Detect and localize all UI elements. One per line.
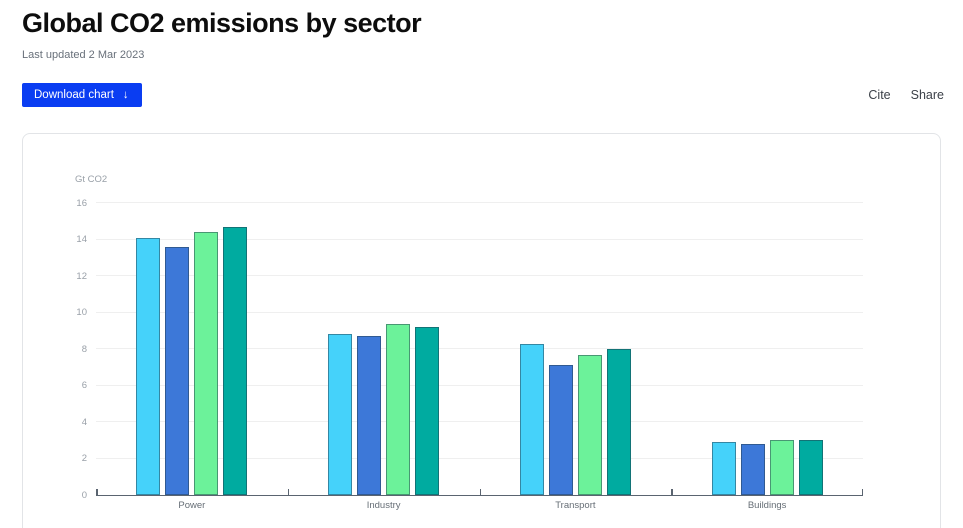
gridline xyxy=(96,275,863,277)
bar-group-industry xyxy=(288,203,480,496)
bar-green-buildings[interactable] xyxy=(769,440,794,496)
bar-teal-power[interactable] xyxy=(223,226,248,496)
gridline xyxy=(96,311,863,313)
y-tick-label: 8 xyxy=(81,343,87,355)
plot-area: Gt CO2 0 2 4 6 8 10 12 14 16 xyxy=(75,174,863,499)
x-axis-label-industry: Industry xyxy=(366,500,401,512)
x-axis-tick xyxy=(861,489,863,496)
last-updated-text: Last updated 2 Mar 2023 xyxy=(22,49,145,62)
y-tick-label: 14 xyxy=(76,233,87,245)
x-axis-tick xyxy=(96,489,98,496)
bar-group-transport xyxy=(480,203,672,496)
bar-green-power[interactable] xyxy=(194,232,219,496)
gridline xyxy=(96,457,863,459)
download-chart-label: Download chart xyxy=(34,89,114,102)
x-axis-label-power: Power xyxy=(178,500,206,512)
x-axis-labels: Power Industry Transport Buildings xyxy=(96,495,863,511)
gridline xyxy=(96,384,863,386)
chart-card: Gt CO2 0 2 4 6 8 10 12 14 16 Power Industry Transp… xyxy=(22,133,941,528)
bar-green-industry[interactable] xyxy=(386,323,411,496)
bar-blue-industry[interactable] xyxy=(357,336,382,496)
y-tick-label: 4 xyxy=(81,416,87,428)
gridline xyxy=(96,202,863,204)
share-link[interactable]: Share xyxy=(910,88,944,103)
bar-blue-transport[interactable] xyxy=(548,365,573,496)
cite-link[interactable]: Cite xyxy=(868,88,891,103)
page-header: Global CO2 emissions by sector Last upda… xyxy=(0,0,963,61)
y-tick-label: 2 xyxy=(81,452,87,464)
bar-group-power xyxy=(96,203,288,496)
bar-teal-transport[interactable] xyxy=(606,349,631,496)
download-arrow-icon: ↓ xyxy=(122,89,129,102)
page-title: Global CO2 emissions by sector xyxy=(22,8,422,38)
gridline xyxy=(96,238,863,240)
y-tick-label: 0 xyxy=(81,489,87,501)
bar-group-buildings xyxy=(671,203,863,496)
download-chart-button[interactable]: Download chart ↓ xyxy=(22,83,142,108)
x-axis-line xyxy=(96,494,863,497)
x-axis-label-transport: Transport xyxy=(555,500,596,512)
gridline xyxy=(96,421,863,423)
toolbar: Download chart ↓ Cite Share xyxy=(0,83,963,108)
bar-teal-buildings[interactable] xyxy=(798,440,823,496)
y-tick-label: 10 xyxy=(76,306,87,318)
bar-light-blue-industry[interactable] xyxy=(328,334,353,496)
bar-light-blue-transport[interactable] xyxy=(519,343,544,496)
top-links: Cite Share xyxy=(868,88,944,102)
x-axis-tick xyxy=(671,489,673,496)
y-axis-title: Gt CO2 xyxy=(75,174,108,186)
y-tick-label: 16 xyxy=(76,197,87,209)
y-tick-label: 6 xyxy=(81,379,87,391)
y-tick-label: 12 xyxy=(76,270,87,282)
bar-teal-industry[interactable] xyxy=(415,327,440,496)
bar-light-blue-power[interactable] xyxy=(136,237,161,496)
x-axis-label-buildings: Buildings xyxy=(747,500,787,512)
gridline xyxy=(96,348,863,350)
bar-light-blue-buildings[interactable] xyxy=(711,442,736,496)
x-axis-tick xyxy=(479,489,481,496)
bar-blue-buildings[interactable] xyxy=(740,443,765,496)
bar-green-transport[interactable] xyxy=(577,354,602,496)
bar-blue-power[interactable] xyxy=(165,246,190,496)
x-axis-tick xyxy=(287,489,290,496)
